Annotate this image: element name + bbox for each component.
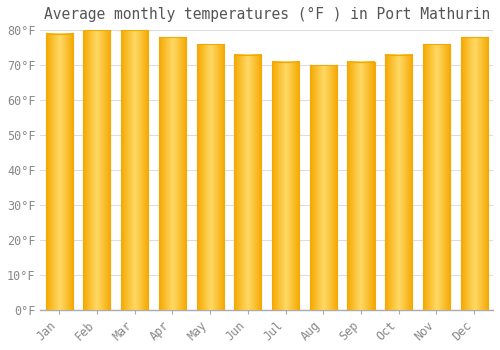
Title: Average monthly temperatures (°F ) in Port Mathurin: Average monthly temperatures (°F ) in Po… bbox=[44, 7, 490, 22]
